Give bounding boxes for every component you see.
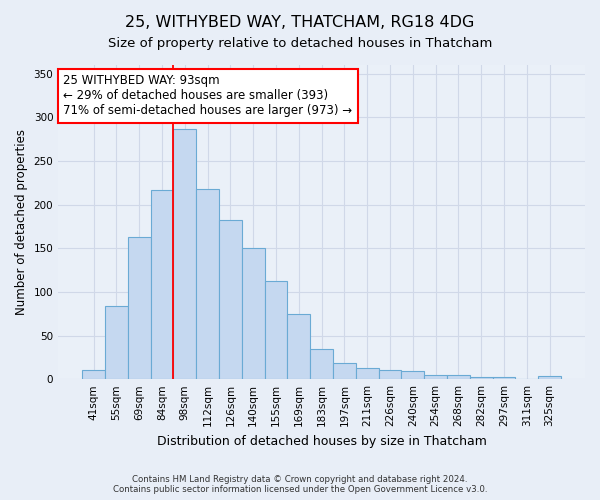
Bar — [310, 348, 333, 379]
Bar — [356, 368, 379, 379]
Bar — [447, 375, 470, 379]
Bar — [493, 378, 515, 379]
Bar — [379, 370, 401, 379]
Text: Size of property relative to detached houses in Thatcham: Size of property relative to detached ho… — [108, 38, 492, 51]
Bar — [173, 128, 196, 379]
Bar — [470, 378, 493, 379]
Bar — [401, 372, 424, 379]
Text: Contains HM Land Registry data © Crown copyright and database right 2024.
Contai: Contains HM Land Registry data © Crown c… — [113, 474, 487, 494]
Bar — [105, 306, 128, 379]
X-axis label: Distribution of detached houses by size in Thatcham: Distribution of detached houses by size … — [157, 434, 487, 448]
Bar — [242, 248, 265, 379]
Bar — [333, 364, 356, 379]
Bar — [287, 314, 310, 379]
Bar — [219, 220, 242, 379]
Text: 25, WITHYBED WAY, THATCHAM, RG18 4DG: 25, WITHYBED WAY, THATCHAM, RG18 4DG — [125, 15, 475, 30]
Bar — [128, 237, 151, 379]
Bar — [82, 370, 105, 379]
Bar — [151, 190, 173, 379]
Bar — [196, 189, 219, 379]
Text: 25 WITHYBED WAY: 93sqm
← 29% of detached houses are smaller (393)
71% of semi-de: 25 WITHYBED WAY: 93sqm ← 29% of detached… — [64, 74, 353, 118]
Bar — [265, 280, 287, 379]
Y-axis label: Number of detached properties: Number of detached properties — [15, 129, 28, 315]
Bar — [424, 375, 447, 379]
Bar — [538, 376, 561, 379]
